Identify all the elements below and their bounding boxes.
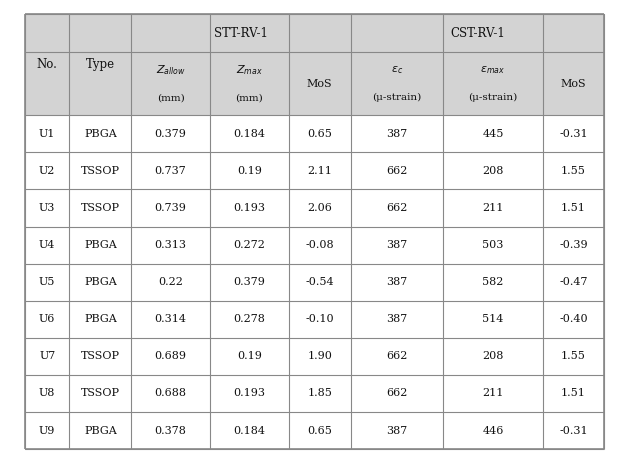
Text: 0.22: 0.22	[158, 277, 183, 287]
Text: -0.54: -0.54	[305, 277, 334, 287]
Text: 387: 387	[386, 314, 407, 324]
Text: 0.184: 0.184	[234, 129, 265, 139]
Text: 211: 211	[482, 203, 503, 213]
Text: 1.51: 1.51	[561, 203, 586, 213]
Text: 0.193: 0.193	[234, 203, 265, 213]
Text: -0.08: -0.08	[305, 240, 334, 250]
Text: 208: 208	[482, 351, 503, 362]
Text: 0.65: 0.65	[307, 129, 332, 139]
Text: 208: 208	[482, 166, 503, 176]
Text: PBGA: PBGA	[84, 314, 117, 324]
Text: No.: No.	[37, 58, 58, 71]
Text: 2.11: 2.11	[307, 166, 332, 176]
Text: -0.47: -0.47	[559, 277, 587, 287]
Text: 387: 387	[386, 277, 407, 287]
Text: 0.272: 0.272	[234, 240, 265, 250]
Text: 0.737: 0.737	[155, 166, 186, 176]
Text: 387: 387	[386, 129, 407, 139]
Text: (mm): (mm)	[235, 93, 264, 102]
Text: 387: 387	[386, 240, 407, 250]
Text: U2: U2	[39, 166, 55, 176]
Text: -0.10: -0.10	[305, 314, 334, 324]
Bar	[25, 52, 604, 115]
Text: 387: 387	[386, 425, 407, 436]
Text: MoS: MoS	[561, 79, 586, 89]
Text: 0.689: 0.689	[155, 351, 187, 362]
Text: 211: 211	[482, 388, 503, 399]
Text: U5: U5	[39, 277, 55, 287]
Text: 0.379: 0.379	[155, 129, 186, 139]
Text: TSSOP: TSSOP	[81, 203, 120, 213]
Text: 0.379: 0.379	[234, 277, 265, 287]
Text: -0.40: -0.40	[559, 314, 587, 324]
Text: TSSOP: TSSOP	[81, 351, 120, 362]
Text: 0.313: 0.313	[155, 240, 187, 250]
Text: 1.55: 1.55	[561, 351, 586, 362]
Text: $Z_{max}$: $Z_{max}$	[236, 63, 263, 77]
Text: -0.31: -0.31	[559, 425, 587, 436]
Text: U8: U8	[39, 388, 55, 399]
Text: 0.193: 0.193	[234, 388, 265, 399]
Text: -0.39: -0.39	[559, 240, 587, 250]
Text: MoS: MoS	[307, 79, 333, 89]
Text: $\varepsilon_{c}$: $\varepsilon_{c}$	[391, 64, 403, 76]
Text: 0.688: 0.688	[155, 388, 187, 399]
Text: Type: Type	[86, 58, 115, 71]
Text: 662: 662	[386, 351, 407, 362]
Text: $\varepsilon_{max}$: $\varepsilon_{max}$	[480, 64, 505, 76]
Text: U3: U3	[39, 203, 55, 213]
Text: 1.85: 1.85	[307, 388, 332, 399]
Text: 1.55: 1.55	[561, 166, 586, 176]
Text: 446: 446	[482, 425, 503, 436]
Text: TSSOP: TSSOP	[81, 166, 120, 176]
Text: CST-RV-1: CST-RV-1	[450, 26, 505, 39]
Text: 0.19: 0.19	[237, 166, 262, 176]
Text: U9: U9	[39, 425, 55, 436]
Text: 0.278: 0.278	[234, 314, 265, 324]
Text: U6: U6	[39, 314, 55, 324]
Text: 0.378: 0.378	[155, 425, 186, 436]
Text: 0.314: 0.314	[155, 314, 187, 324]
Text: U1: U1	[39, 129, 55, 139]
Text: 445: 445	[482, 129, 503, 139]
Text: $Z_{allow}$: $Z_{allow}$	[156, 63, 186, 77]
Text: 2.06: 2.06	[307, 203, 332, 213]
Text: PBGA: PBGA	[84, 277, 117, 287]
Text: PBGA: PBGA	[84, 240, 117, 250]
Text: -0.31: -0.31	[559, 129, 587, 139]
Text: 514: 514	[482, 314, 503, 324]
Text: PBGA: PBGA	[84, 129, 117, 139]
Text: TSSOP: TSSOP	[81, 388, 120, 399]
Bar	[25, 115, 604, 449]
Text: (μ-strain): (μ-strain)	[468, 93, 518, 102]
Text: U4: U4	[39, 240, 55, 250]
Text: 1.51: 1.51	[561, 388, 586, 399]
Text: 0.184: 0.184	[234, 425, 265, 436]
Text: 662: 662	[386, 203, 407, 213]
Text: PBGA: PBGA	[84, 425, 117, 436]
Text: STT-RV-1: STT-RV-1	[214, 26, 268, 39]
Text: (μ-strain): (μ-strain)	[373, 93, 422, 102]
Bar	[25, 14, 604, 52]
Text: 662: 662	[386, 166, 407, 176]
Text: 1.90: 1.90	[307, 351, 332, 362]
Text: 0.65: 0.65	[307, 425, 332, 436]
Text: 662: 662	[386, 388, 407, 399]
Text: 503: 503	[482, 240, 503, 250]
Text: 0.739: 0.739	[155, 203, 186, 213]
Text: 582: 582	[482, 277, 503, 287]
Text: (mm): (mm)	[157, 93, 184, 102]
Text: U7: U7	[39, 351, 55, 362]
Text: 0.19: 0.19	[237, 351, 262, 362]
